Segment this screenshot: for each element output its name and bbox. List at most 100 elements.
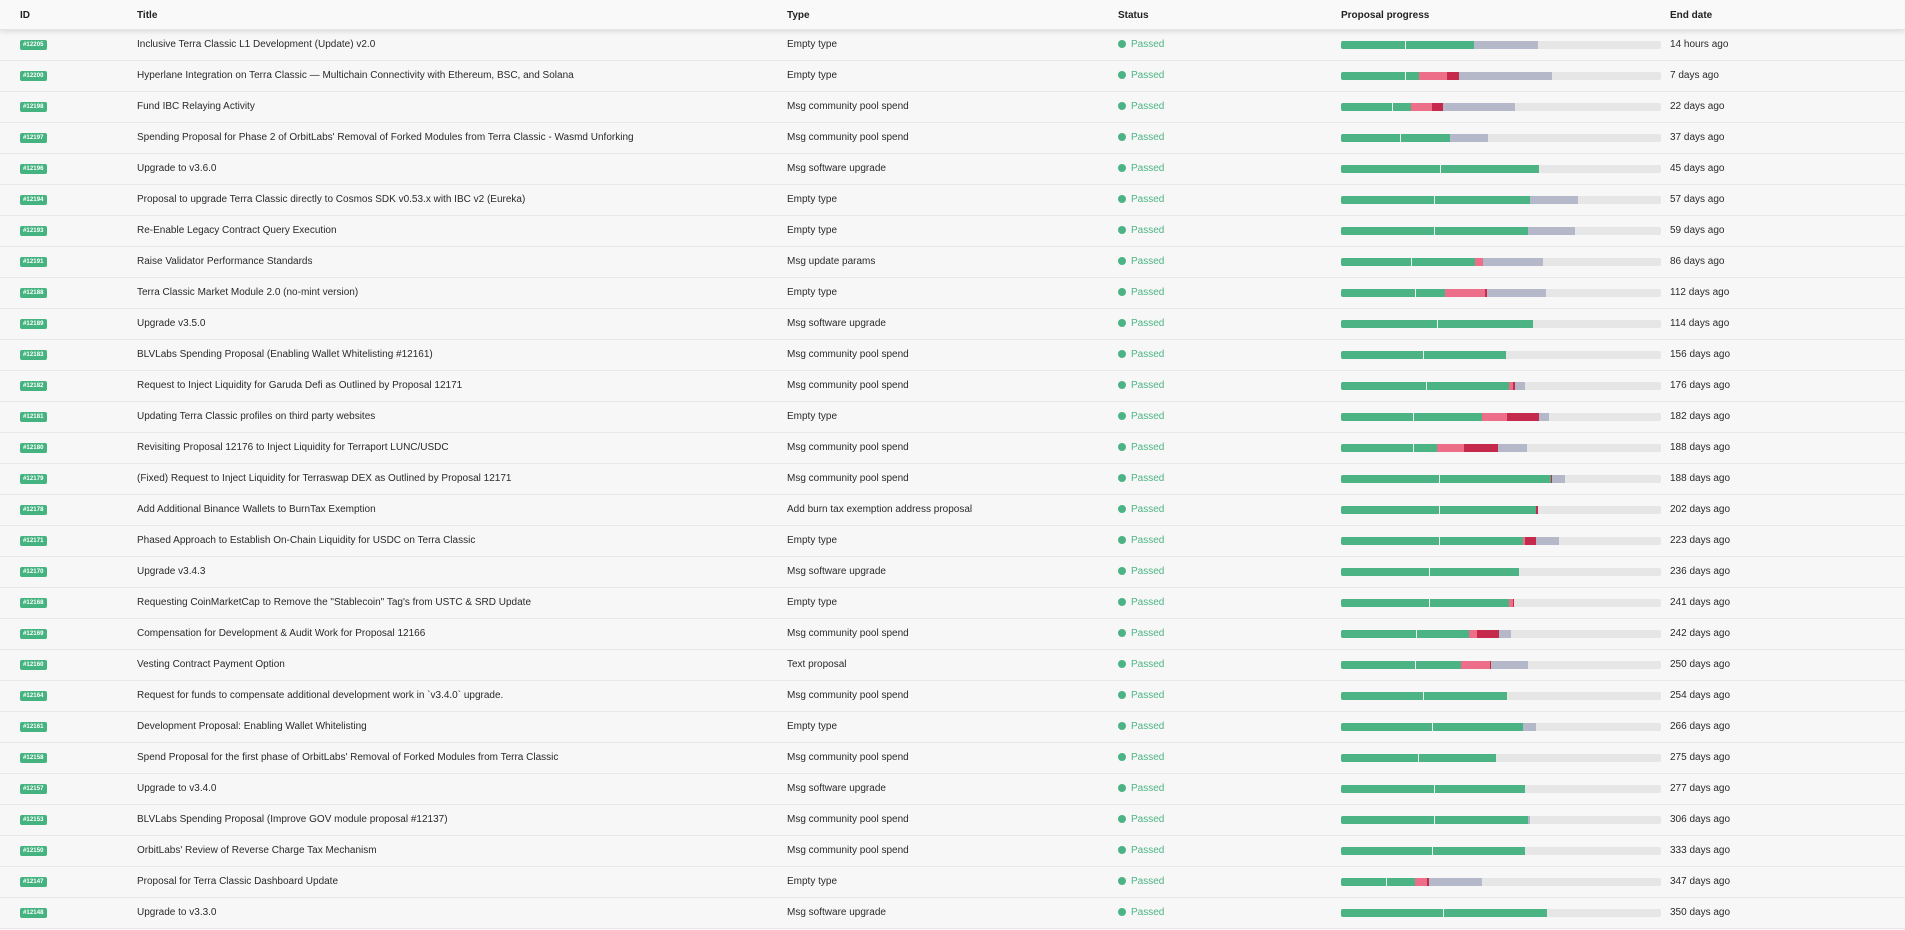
proposal-title[interactable]: Inclusive Terra Classic L1 Development (…: [137, 39, 376, 50]
table-row[interactable]: #12148 Upgrade to v3.3.0 Msg software up…: [0, 898, 1905, 929]
proposal-title[interactable]: Proposal to upgrade Terra Classic direct…: [137, 194, 526, 205]
proposal-id-badge[interactable]: #12196: [20, 164, 47, 174]
table-row[interactable]: #12194 Proposal to upgrade Terra Classic…: [0, 185, 1905, 216]
table-row[interactable]: #12178 Add Additional Binance Wallets to…: [0, 495, 1905, 526]
proposal-title[interactable]: Raise Validator Performance Standards: [137, 256, 313, 267]
proposal-title[interactable]: (Fixed) Request to Inject Liquidity for …: [137, 473, 512, 484]
table-row[interactable]: #12205 Inclusive Terra Classic L1 Develo…: [0, 30, 1905, 61]
proposal-id-badge[interactable]: #12198: [20, 102, 47, 112]
column-header-end-date[interactable]: End date: [1670, 10, 1713, 21]
proposal-id-badge[interactable]: #12191: [20, 257, 47, 267]
end-date: 188 days ago: [1670, 473, 1731, 484]
proposal-title[interactable]: BLVLabs Spending Proposal (Enabling Wall…: [137, 349, 433, 360]
proposal-id-badge[interactable]: #12160: [20, 660, 47, 670]
proposal-title[interactable]: Phased Approach to Establish On-Chain Li…: [137, 535, 476, 546]
proposal-title[interactable]: Vesting Contract Payment Option: [137, 659, 285, 670]
proposal-title[interactable]: Proposal for Terra Classic Dashboard Upd…: [137, 876, 339, 887]
proposal-id-badge[interactable]: #12170: [20, 567, 47, 577]
table-row[interactable]: #12153 BLVLabs Spending Proposal (Improv…: [0, 805, 1905, 836]
proposal-title[interactable]: Requesting CoinMarketCap to Remove the "…: [137, 597, 532, 608]
proposal-title[interactable]: Revisiting Proposal 12176 to Inject Liqu…: [137, 442, 449, 453]
column-header-progress[interactable]: Proposal progress: [1341, 10, 1430, 21]
proposal-title[interactable]: BLVLabs Spending Proposal (Improve GOV m…: [137, 814, 448, 825]
proposal-id-badge[interactable]: #12171: [20, 536, 47, 546]
table-row[interactable]: #12158 Spend Proposal for the first phas…: [0, 743, 1905, 774]
proposal-title[interactable]: Updating Terra Classic profiles on third…: [137, 411, 376, 422]
proposal-id-badge[interactable]: #12205: [20, 40, 47, 50]
proposal-id-badge[interactable]: #12147: [20, 877, 47, 887]
proposal-id-badge[interactable]: #12194: [20, 195, 47, 205]
table-row[interactable]: #12160 Vesting Contract Payment Option T…: [0, 650, 1905, 681]
table-row[interactable]: #12161 Development Proposal: Enabling Wa…: [0, 712, 1905, 743]
proposal-title[interactable]: Upgrade v3.5.0: [137, 318, 206, 329]
proposal-title[interactable]: Re-Enable Legacy Contract Query Executio…: [137, 225, 337, 236]
table-row[interactable]: #12164 Request for funds to compensate a…: [0, 681, 1905, 712]
proposal-id-badge[interactable]: #12178: [20, 505, 47, 515]
proposal-id-badge[interactable]: #12169: [20, 629, 47, 639]
proposal-id-badge[interactable]: #12200: [20, 71, 47, 81]
proposal-id-badge[interactable]: #12161: [20, 722, 47, 732]
proposal-id-badge[interactable]: #12183: [20, 350, 47, 360]
table-row[interactable]: #12180 Revisiting Proposal 12176 to Inje…: [0, 433, 1905, 464]
proposal-id-badge[interactable]: #12148: [20, 908, 47, 918]
proposal-id-badge[interactable]: #12179: [20, 474, 47, 484]
proposal-title[interactable]: Compensation for Development & Audit Wor…: [137, 628, 426, 639]
table-row[interactable]: #12181 Updating Terra Classic profiles o…: [0, 402, 1905, 433]
proposal-title[interactable]: Spending Proposal for Phase 2 of OrbitLa…: [137, 132, 634, 143]
proposal-id-badge[interactable]: #12153: [20, 815, 47, 825]
table-row[interactable]: #12170 Upgrade v3.4.3 Msg software upgra…: [0, 557, 1905, 588]
proposal-id-badge[interactable]: #12157: [20, 784, 47, 794]
table-row[interactable]: #12150 OrbitLabs' Review of Reverse Char…: [0, 836, 1905, 867]
proposal-title[interactable]: Fund IBC Relaying Activity: [137, 101, 255, 112]
proposal-title[interactable]: OrbitLabs' Review of Reverse Charge Tax …: [137, 845, 377, 856]
table-row[interactable]: #12157 Upgrade to v3.4.0 Msg software up…: [0, 774, 1905, 805]
table-row[interactable]: #12189 Upgrade v3.5.0 Msg software upgra…: [0, 309, 1905, 340]
column-header-title[interactable]: Title: [137, 10, 158, 21]
proposal-progress-bar: [1341, 816, 1661, 824]
table-row[interactable]: #12197 Spending Proposal for Phase 2 of …: [0, 123, 1905, 154]
proposal-type: Msg community pool spend: [787, 473, 909, 484]
proposal-title[interactable]: Add Additional Binance Wallets to BurnTa…: [137, 504, 376, 515]
proposal-title[interactable]: Development Proposal: Enabling Wallet Wh…: [137, 721, 367, 732]
proposal-id-badge[interactable]: #12182: [20, 381, 47, 391]
proposal-id-badge[interactable]: #12150: [20, 846, 47, 856]
proposal-title[interactable]: Upgrade to v3.4.0: [137, 783, 217, 794]
column-header-type[interactable]: Type: [787, 10, 810, 21]
table-row[interactable]: #12168 Requesting CoinMarketCap to Remov…: [0, 588, 1905, 619]
proposal-id-badge[interactable]: #12189: [20, 319, 47, 329]
table-row[interactable]: #12147 Proposal for Terra Classic Dashbo…: [0, 867, 1905, 898]
proposal-id-badge[interactable]: #12197: [20, 133, 47, 143]
proposal-id-badge[interactable]: #12168: [20, 598, 47, 608]
proposal-id-badge[interactable]: #12181: [20, 412, 47, 422]
quorum-marker: [1438, 537, 1440, 545]
table-row[interactable]: #12171 Phased Approach to Establish On-C…: [0, 526, 1905, 557]
table-row[interactable]: #12198 Fund IBC Relaying Activity Msg co…: [0, 92, 1905, 123]
proposal-id-badge[interactable]: #12193: [20, 226, 47, 236]
proposal-title[interactable]: Spend Proposal for the first phase of Or…: [137, 752, 559, 763]
proposal-type: Empty type: [787, 287, 838, 298]
proposal-title[interactable]: Request to Inject Liquidity for Garuda D…: [137, 380, 463, 391]
table-row[interactable]: #12183 BLVLabs Spending Proposal (Enabli…: [0, 340, 1905, 371]
table-row[interactable]: #12200 Hyperlane Integration on Terra Cl…: [0, 61, 1905, 92]
proposal-title[interactable]: Hyperlane Integration on Terra Classic —…: [137, 70, 574, 81]
proposal-id-badge[interactable]: #12180: [20, 443, 47, 453]
table-row[interactable]: #12179 (Fixed) Request to Inject Liquidi…: [0, 464, 1905, 495]
proposal-id-badge[interactable]: #12188: [20, 288, 47, 298]
table-row[interactable]: #12182 Request to Inject Liquidity for G…: [0, 371, 1905, 402]
proposal-id-badge[interactable]: #12164: [20, 691, 47, 701]
table-row[interactable]: #12191 Raise Validator Performance Stand…: [0, 247, 1905, 278]
table-row[interactable]: #12193 Re-Enable Legacy Contract Query E…: [0, 216, 1905, 247]
proposal-id-badge[interactable]: #12158: [20, 753, 47, 763]
proposal-title[interactable]: Upgrade to v3.6.0: [137, 163, 217, 174]
end-date: 333 days ago: [1670, 845, 1731, 856]
proposal-title[interactable]: Terra Classic Market Module 2.0 (no-mint…: [137, 287, 359, 298]
column-header-id[interactable]: ID: [20, 10, 30, 21]
table-row[interactable]: #12169 Compensation for Development & Au…: [0, 619, 1905, 650]
table-row[interactable]: #12188 Terra Classic Market Module 2.0 (…: [0, 278, 1905, 309]
column-header-status[interactable]: Status: [1118, 10, 1149, 21]
proposal-title[interactable]: Request for funds to compensate addition…: [137, 690, 504, 701]
end-date: 275 days ago: [1670, 752, 1731, 763]
proposal-title[interactable]: Upgrade v3.4.3: [137, 566, 206, 577]
proposal-title[interactable]: Upgrade to v3.3.0: [137, 907, 217, 918]
table-row[interactable]: #12196 Upgrade to v3.6.0 Msg software up…: [0, 154, 1905, 185]
